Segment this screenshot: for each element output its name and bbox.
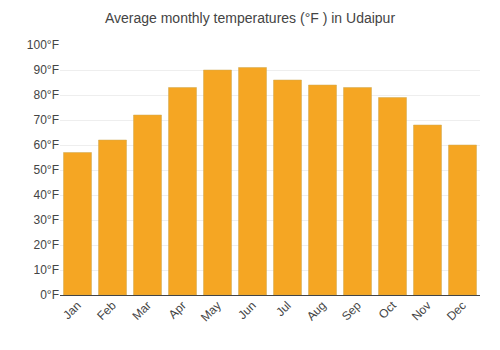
svg-text:Jul: Jul [273, 298, 294, 319]
svg-text:Average monthly temperatures (: Average monthly temperatures (°F ) in Ud… [105, 10, 395, 26]
svg-text:Oct: Oct [376, 298, 400, 322]
svg-text:May: May [198, 298, 224, 324]
svg-text:10°F: 10°F [34, 263, 59, 277]
svg-text:Jan: Jan [60, 298, 84, 322]
svg-text:0°F: 0°F [40, 288, 59, 302]
svg-text:Sep: Sep [339, 298, 364, 323]
svg-text:Aug: Aug [304, 298, 329, 323]
svg-text:Feb: Feb [94, 298, 119, 323]
svg-text:Mar: Mar [129, 298, 154, 323]
svg-text:90°F: 90°F [34, 63, 59, 77]
svg-text:40°F: 40°F [34, 188, 59, 202]
svg-text:80°F: 80°F [34, 88, 59, 102]
svg-text:Dec: Dec [444, 298, 469, 323]
svg-text:Nov: Nov [409, 298, 434, 323]
svg-text:30°F: 30°F [34, 213, 59, 227]
svg-text:20°F: 20°F [34, 238, 59, 252]
svg-text:60°F: 60°F [34, 138, 59, 152]
svg-text:50°F: 50°F [34, 163, 59, 177]
svg-text:100°F: 100°F [27, 38, 59, 52]
svg-text:Jun: Jun [235, 298, 259, 322]
svg-text:70°F: 70°F [34, 113, 59, 127]
svg-text:Apr: Apr [166, 298, 189, 321]
